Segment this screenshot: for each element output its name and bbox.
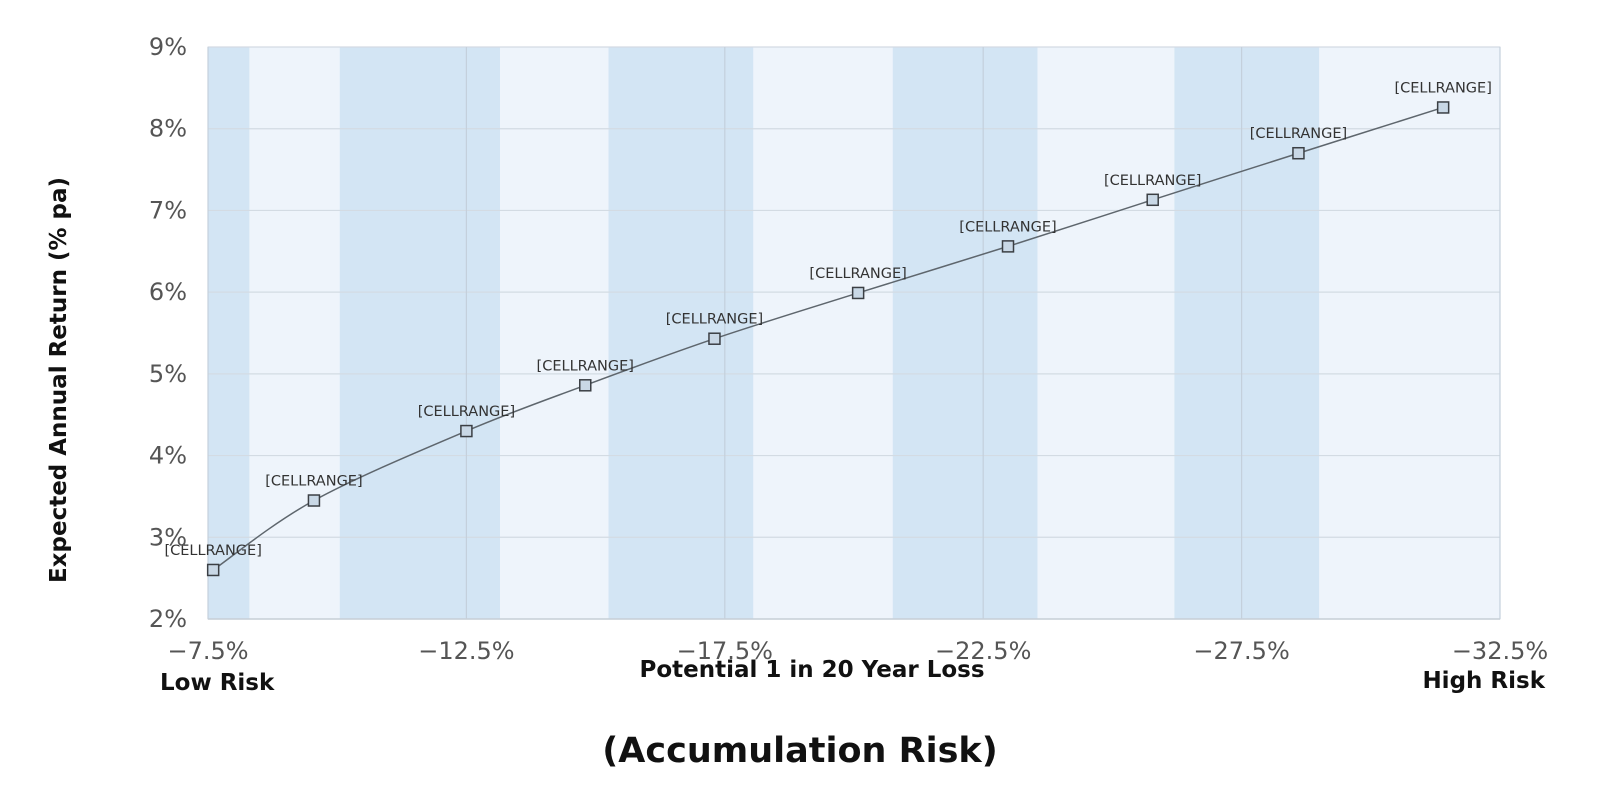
risk-band xyxy=(892,47,1038,619)
risk-band xyxy=(608,47,754,619)
data-point-marker xyxy=(851,286,865,300)
risk-bands xyxy=(208,47,1320,619)
low-risk-label: Low Risk xyxy=(160,670,275,696)
data-point-marker xyxy=(1001,240,1015,253)
data-label: [CELLRANGE] xyxy=(666,312,763,328)
data-point-marker xyxy=(460,424,473,438)
high-risk-label: High Risk xyxy=(1422,668,1545,694)
risk-band xyxy=(339,47,500,619)
data-point-marker xyxy=(1436,101,1450,114)
x-tick-label: −32.5% xyxy=(1452,637,1548,665)
data-point-marker xyxy=(307,494,321,507)
data-label: [CELLRANGE] xyxy=(537,358,634,374)
data-point-marker xyxy=(579,379,592,392)
chart-subtitle: (Accumulation Risk) xyxy=(602,731,997,771)
y-tick-label: 9% xyxy=(149,33,187,61)
risk-band xyxy=(1174,47,1320,619)
data-points xyxy=(206,101,1450,577)
data-label: [CELLRANGE] xyxy=(959,219,1056,235)
y-tick-label: 7% xyxy=(149,196,187,224)
x-tick-label: −12.5% xyxy=(418,637,514,665)
series-line xyxy=(212,106,1444,571)
y-tick-label: 2% xyxy=(149,605,187,633)
data-label: [CELLRANGE] xyxy=(1104,173,1201,189)
data-label: [CELLRANGE] xyxy=(164,543,261,559)
y-tick-label: 4% xyxy=(149,442,187,470)
data-point-marker xyxy=(206,563,220,577)
data-point-marker xyxy=(1292,146,1305,160)
y-tick-label: 3% xyxy=(149,523,187,551)
data-labels: [CELLRANGE] [CELLRANGE] [CELLRANGE] [CELLRA… xyxy=(164,80,1491,559)
y-tick-label: 8% xyxy=(149,115,187,143)
data-point-marker xyxy=(1146,193,1159,207)
series-line-path xyxy=(212,106,1444,571)
y-axis-title: Expected Annual Return (% pa) xyxy=(46,177,72,583)
y-tick-label: 6% xyxy=(149,278,187,306)
y-tick-label: 5% xyxy=(149,360,187,388)
x-tick-label: −7.5% xyxy=(167,637,248,665)
data-label: [CELLRANGE] xyxy=(265,474,362,490)
data-label: [CELLRANGE] xyxy=(1250,126,1347,142)
data-point-marker xyxy=(708,332,721,345)
data-label: [CELLRANGE] xyxy=(809,266,906,282)
x-tick-label: −17.5% xyxy=(677,637,773,665)
data-label: [CELLRANGE] xyxy=(418,404,515,420)
gridlines xyxy=(207,46,1501,620)
y-tick-labels: 2% 3% 4% 5% 6% 7% 8% 9% xyxy=(149,33,187,633)
x-axis-title: Potential 1 in 20 Year Loss xyxy=(639,657,984,683)
x-tick-label: −27.5% xyxy=(1193,637,1289,665)
x-tick-label: −22.5% xyxy=(935,637,1031,665)
x-tick-labels: −7.5% −12.5% −17.5% −22.5% −27.5% −32.5% xyxy=(167,637,1548,665)
risk-band xyxy=(208,47,250,619)
data-label: [CELLRANGE] xyxy=(1394,80,1491,96)
